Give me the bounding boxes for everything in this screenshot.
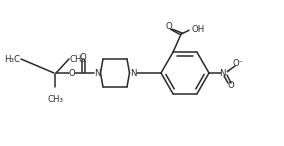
Text: O: O <box>69 68 75 78</box>
Text: OH: OH <box>191 25 204 34</box>
Text: O: O <box>80 53 86 61</box>
Text: H₃C: H₃C <box>4 54 20 64</box>
Text: O⁻: O⁻ <box>232 59 244 67</box>
Text: O: O <box>227 81 234 91</box>
Text: N⁺: N⁺ <box>220 68 231 78</box>
Text: CH₃: CH₃ <box>70 54 86 64</box>
Text: N: N <box>130 68 136 78</box>
Text: CH₃: CH₃ <box>47 95 63 104</box>
Text: N: N <box>94 68 100 78</box>
Text: O: O <box>166 22 172 31</box>
